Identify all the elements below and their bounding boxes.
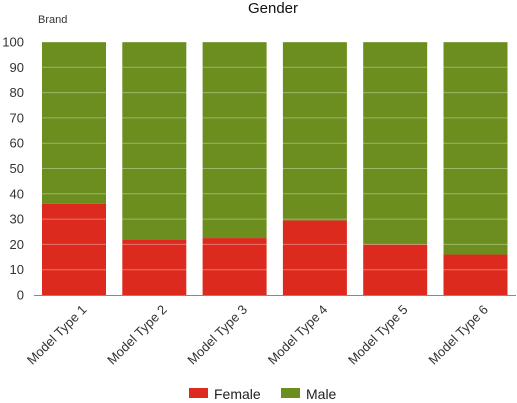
gridlines bbox=[34, 41, 516, 271]
bar-female-3 bbox=[202, 238, 267, 295]
bar-female-1 bbox=[42, 203, 106, 295]
chart-title: Gender bbox=[248, 0, 298, 17]
legend: Female Male bbox=[189, 386, 337, 402]
y-tick-label: 90 bbox=[10, 60, 24, 75]
y-tick-label: 60 bbox=[10, 136, 24, 151]
y-tick-label: 70 bbox=[10, 110, 24, 125]
legend-swatch-female bbox=[189, 388, 208, 398]
bar-male-3 bbox=[202, 42, 267, 239]
legend-label-female: Female bbox=[214, 386, 261, 402]
legend-swatch-male bbox=[281, 388, 300, 398]
bar-male-4 bbox=[282, 42, 347, 221]
bar-female-2 bbox=[122, 239, 187, 295]
bar-male-5 bbox=[363, 42, 428, 245]
x-tick-label: Model Type 2 bbox=[104, 302, 170, 368]
x-tick-label: Model Type 3 bbox=[184, 302, 250, 368]
y-axis-label: Brand bbox=[38, 14, 67, 26]
y-tick-label: 0 bbox=[17, 288, 24, 303]
bar-female-5 bbox=[363, 244, 428, 295]
x-axis: Model Type 1 Model Type 2 Model Type 3 Mode… bbox=[24, 302, 491, 368]
x-tick-label: Model Type 5 bbox=[345, 302, 411, 368]
x-tick-label: Model Type 4 bbox=[265, 302, 331, 368]
bar-female-6 bbox=[443, 254, 508, 295]
y-tick-label: 40 bbox=[10, 186, 24, 201]
y-tick-label: 20 bbox=[10, 237, 24, 252]
bar-female-4 bbox=[282, 220, 347, 295]
y-tick-label: 100 bbox=[2, 35, 24, 50]
x-tick-label: Model Type 6 bbox=[425, 302, 491, 368]
y-axis: 0 10 20 30 40 50 60 70 80 90 100 bbox=[2, 35, 24, 303]
bar-male-1 bbox=[42, 42, 106, 204]
bars bbox=[42, 42, 508, 295]
legend-label-male: Male bbox=[306, 386, 337, 402]
y-tick-label: 80 bbox=[10, 85, 24, 100]
y-tick-label: 10 bbox=[10, 262, 24, 277]
bar-male-2 bbox=[122, 42, 187, 240]
y-tick-label: 50 bbox=[10, 161, 24, 176]
bar-male-6 bbox=[443, 42, 508, 255]
y-tick-label: 30 bbox=[10, 212, 24, 227]
x-tick-label: Model Type 1 bbox=[24, 302, 90, 368]
